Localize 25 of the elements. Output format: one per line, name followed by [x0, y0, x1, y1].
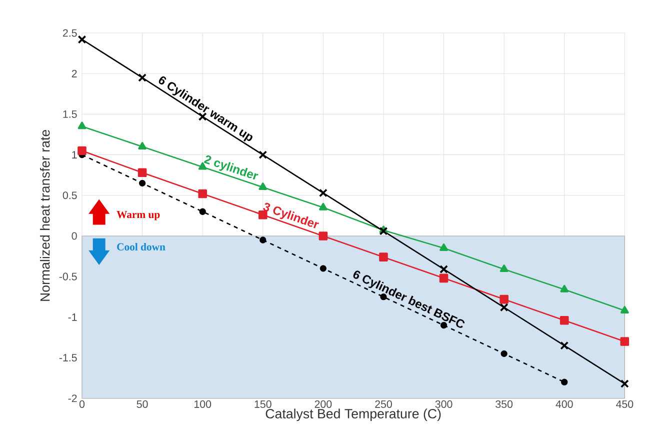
- y-tick-label: 0: [72, 232, 77, 240]
- x-tick-label: 0: [79, 400, 85, 408]
- y-tick-label: -1: [68, 313, 77, 321]
- y-tick-label: -0.5: [59, 272, 77, 280]
- y-tick-label: 2: [72, 70, 77, 78]
- y-tick-label: 1: [72, 151, 77, 158]
- y-tick-label: 1.5: [63, 110, 77, 118]
- x-axis-title: Catalyst Bed Temperature (C): [266, 408, 441, 422]
- y-axis-title: Normalized heat transfer rate: [40, 130, 50, 301]
- x-tick-label: 250: [375, 400, 392, 408]
- annotation: Warm up: [116, 211, 160, 220]
- y-tick-label: -1.5: [59, 354, 77, 362]
- x-tick-label: 50: [136, 400, 148, 408]
- y-tick-label: -2: [68, 394, 77, 402]
- x-tick-label: 350: [496, 400, 513, 408]
- y-tick-label: 0.5: [62, 192, 77, 200]
- annotation: Cool down: [117, 242, 166, 250]
- x-tick-label: 450: [616, 400, 634, 408]
- x-tick-label: 150: [254, 400, 272, 408]
- text: 2 cylinder: [204, 155, 258, 180]
- y-tick-label: 2.5: [63, 29, 77, 37]
- x-tick-label: 300: [435, 400, 452, 408]
- x-tick-label: 400: [556, 400, 573, 408]
- x-tick-label: 100: [194, 400, 212, 408]
- x-tick-label: 200: [314, 400, 332, 408]
